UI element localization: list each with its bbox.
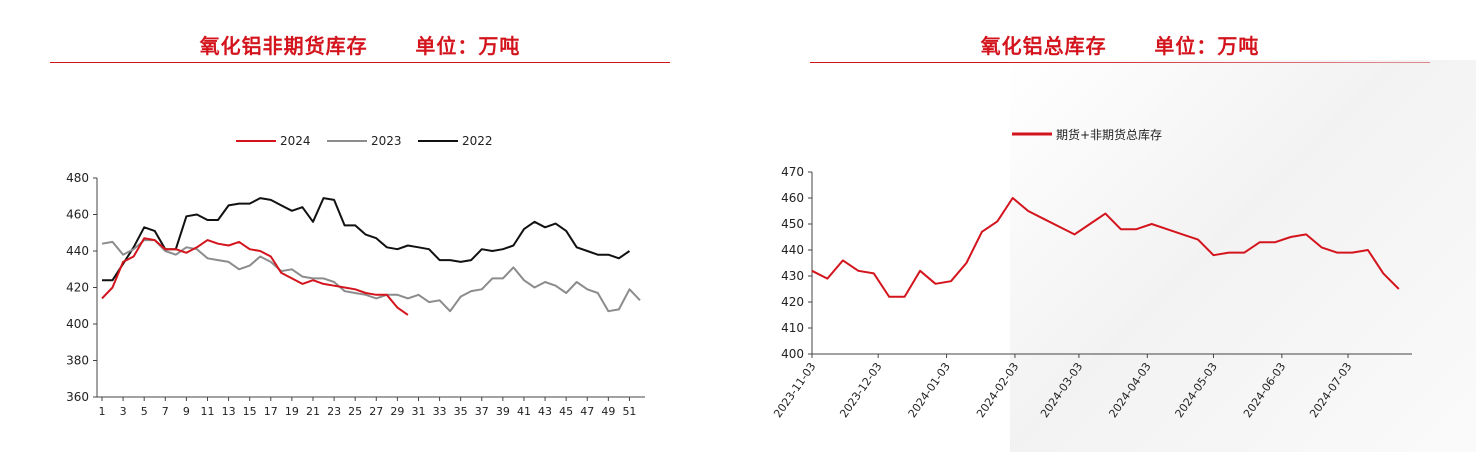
legend-label-total: 期货+非期货总库存	[1056, 127, 1162, 142]
x-tick-label: 5	[141, 405, 148, 418]
series-line-total	[811, 197, 1400, 298]
x-tick-label: 2024-02-03	[974, 360, 1021, 420]
x-tick-label: 2024-04-03	[1106, 360, 1153, 420]
y-tick-label: 410	[781, 321, 804, 335]
x-tick-label: 33	[433, 405, 447, 418]
x-tick-label: 25	[348, 405, 362, 418]
x-tick-label: 17	[264, 405, 278, 418]
series-line-2023	[101, 239, 641, 313]
y-tick-label: 440	[66, 244, 89, 258]
x-tick-label: 39	[496, 405, 510, 418]
y-tick-label: 420	[781, 295, 804, 309]
series-line-2022	[102, 197, 631, 282]
x-tick-label: 51	[622, 405, 636, 418]
x-tick-label: 35	[454, 405, 468, 418]
y-tick-label: 430	[781, 269, 804, 283]
left-title-rule	[50, 62, 670, 63]
x-tick-label: 2023-11-03	[771, 360, 818, 420]
y-tick-label: 400	[66, 317, 89, 331]
x-tick-label: 23	[327, 405, 341, 418]
x-tick-label: 2024-03-03	[1038, 360, 1085, 420]
y-tick-label: 460	[781, 191, 804, 205]
x-tick-label: 7	[162, 405, 169, 418]
legend-label-2024: 2024	[280, 134, 311, 148]
y-tick-label: 460	[66, 208, 89, 222]
y-tick-label: 440	[781, 243, 804, 257]
y-tick-label: 480	[66, 171, 89, 185]
x-tick-label: 1	[99, 405, 106, 418]
y-tick-label: 420	[66, 281, 89, 295]
x-tick-label: 13	[222, 405, 236, 418]
x-tick-label: 37	[475, 405, 489, 418]
x-tick-label: 2024-01-03	[906, 360, 953, 420]
y-tick-label: 400	[781, 347, 804, 361]
x-tick-label: 41	[517, 405, 531, 418]
y-tick-label: 450	[781, 217, 804, 231]
x-tick-label: 2024-06-03	[1241, 360, 1288, 420]
x-tick-label: 2023-12-03	[837, 360, 884, 420]
legend-label-2022: 2022	[462, 134, 493, 148]
x-tick-label: 21	[306, 405, 320, 418]
x-tick-label: 43	[538, 405, 552, 418]
left-title: 氧化铝非期货库存 单位：万吨	[199, 34, 521, 58]
left-panel: 氧化铝非期货库存 单位：万吨	[50, 34, 670, 63]
x-tick-label: 15	[243, 405, 257, 418]
series-line-2024	[101, 237, 409, 316]
x-tick-label: 29	[390, 405, 404, 418]
x-tick-label: 11	[200, 405, 214, 418]
y-tick-label: 360	[66, 390, 89, 404]
right-title: 氧化铝总库存 单位：万吨	[980, 34, 1260, 58]
x-tick-label: 49	[601, 405, 615, 418]
y-tick-label: 380	[66, 354, 89, 368]
x-tick-label: 9	[183, 405, 190, 418]
x-tick-label: 2024-05-03	[1173, 360, 1220, 420]
x-tick-label: 2024-07-03	[1307, 360, 1354, 420]
x-tick-label: 3	[120, 405, 127, 418]
x-tick-label: 47	[580, 405, 594, 418]
legend-label-2023: 2023	[371, 134, 402, 148]
x-tick-label: 45	[559, 405, 573, 418]
x-tick-label: 19	[285, 405, 299, 418]
y-tick-label: 470	[781, 165, 804, 179]
x-tick-label: 31	[411, 405, 425, 418]
x-tick-label: 27	[369, 405, 383, 418]
